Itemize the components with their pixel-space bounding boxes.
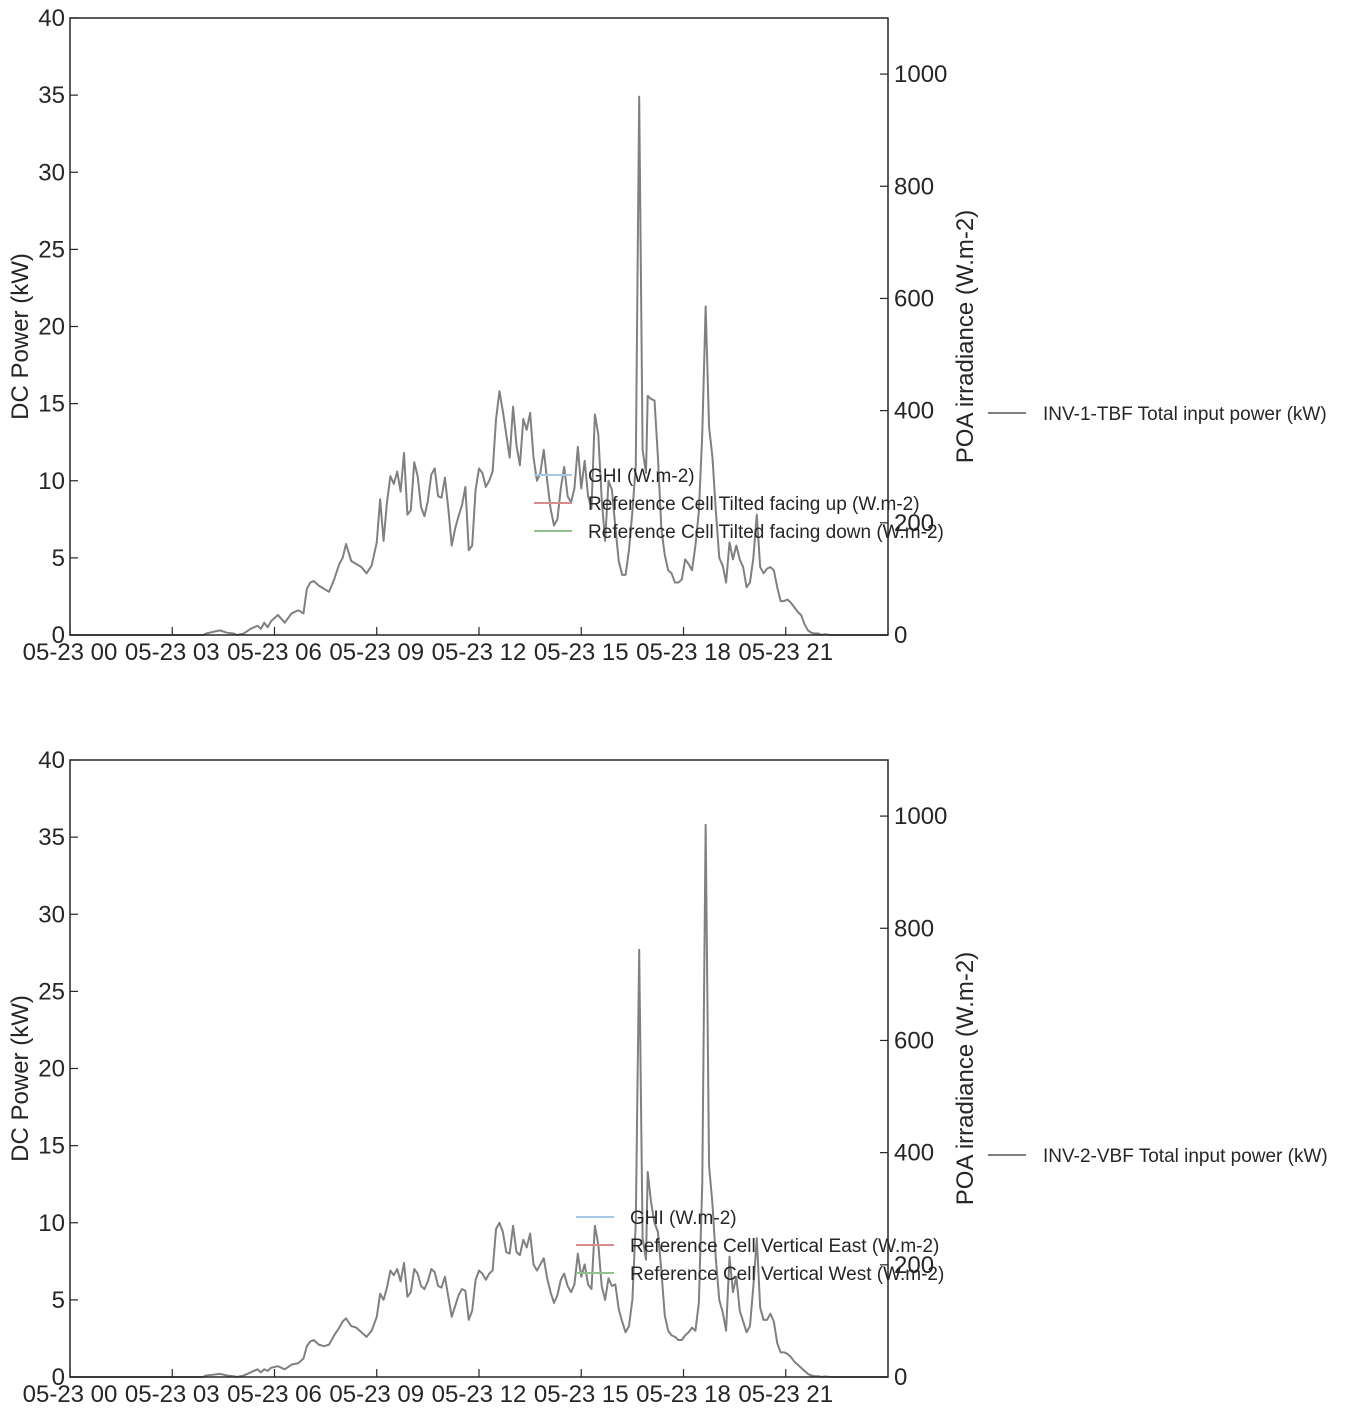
y-axis-label: DC Power (kW) (7, 995, 34, 1162)
x-tick-label: 05-23 15 (534, 639, 629, 666)
legend-label: Reference Cell Vertical East (W.m-2) (630, 1236, 939, 1257)
x-tick-label: 05-23 18 (636, 1381, 731, 1408)
y-tick-label: 0 (52, 1364, 65, 1391)
x-tick-label: 05-23 09 (329, 639, 424, 666)
y2-tick-label: 400 (894, 398, 934, 425)
y-tick-label: 15 (38, 1133, 65, 1160)
y2-tick-label: 800 (894, 915, 934, 942)
y2-tick-label: 0 (894, 622, 907, 649)
y-tick-label: 40 (38, 747, 65, 774)
x-tick-label: 05-23 00 (23, 1381, 118, 1408)
y-tick-label: 30 (38, 159, 65, 186)
legend-label: Reference Cell Tilted facing up (W.m-2) (588, 494, 920, 515)
x-tick-label: 05-23 12 (432, 639, 527, 666)
y-tick-label: 35 (38, 82, 65, 109)
y2-tick-label: 800 (894, 173, 934, 200)
legend-label: Reference Cell Vertical West (W.m-2) (630, 1264, 944, 1285)
y-tick-label: 20 (38, 314, 65, 341)
y2-tick-label: 200 (894, 1252, 934, 1279)
legend-label: GHI (W.m-2) (630, 1208, 737, 1229)
series-line-power (70, 95, 888, 636)
y-tick-label: 35 (38, 824, 65, 851)
x-tick-label: 05-23 06 (227, 639, 322, 666)
x-tick-label: 05-23 06 (227, 1381, 322, 1408)
y2-tick-label: 1000 (894, 61, 947, 88)
y2-tick-label: 600 (894, 285, 934, 312)
x-tick-label: 05-23 12 (432, 1381, 527, 1408)
legend-label: INV-1-TBF Total input power (kW) (1043, 404, 1327, 425)
y-tick-label: 5 (52, 545, 65, 572)
y-tick-label: 0 (52, 622, 65, 649)
y2-axis-label: POA irradiance (W.m-2) (952, 952, 979, 1205)
y-tick-label: 30 (38, 901, 65, 928)
series-line-power (70, 823, 888, 1378)
y-tick-label: 40 (38, 5, 65, 32)
y-tick-label: 25 (38, 978, 65, 1005)
y2-tick-label: 1000 (894, 803, 947, 830)
x-tick-label: 05-23 03 (125, 639, 220, 666)
y-tick-label: 5 (52, 1287, 65, 1314)
y2-axis-label: POA irradiance (W.m-2) (952, 210, 979, 463)
x-tick-label: 05-23 09 (329, 1381, 424, 1408)
legend-label: GHI (W.m-2) (588, 466, 695, 487)
y2-tick-label: 600 (894, 1027, 934, 1054)
y-tick-label: 15 (38, 391, 65, 418)
legend-label: Reference Cell Tilted facing down (W.m-2… (588, 522, 944, 543)
y-tick-label: 25 (38, 236, 65, 263)
y-tick-label: 10 (38, 468, 65, 495)
y-tick-label: 10 (38, 1210, 65, 1237)
y2-tick-label: 0 (894, 1364, 907, 1391)
legend-label: INV-2-VBF Total input power (kW) (1043, 1146, 1328, 1167)
x-tick-label: 05-23 00 (23, 639, 118, 666)
x-tick-label: 05-23 21 (738, 639, 833, 666)
x-tick-label: 05-23 21 (738, 1381, 833, 1408)
y-tick-label: 20 (38, 1056, 65, 1083)
x-tick-label: 05-23 03 (125, 1381, 220, 1408)
x-tick-label: 05-23 15 (534, 1381, 629, 1408)
y2-tick-label: 400 (894, 1140, 934, 1167)
x-tick-label: 05-23 18 (636, 639, 731, 666)
y-axis-label: DC Power (kW) (7, 253, 34, 420)
y2-tick-label: 200 (894, 510, 934, 537)
